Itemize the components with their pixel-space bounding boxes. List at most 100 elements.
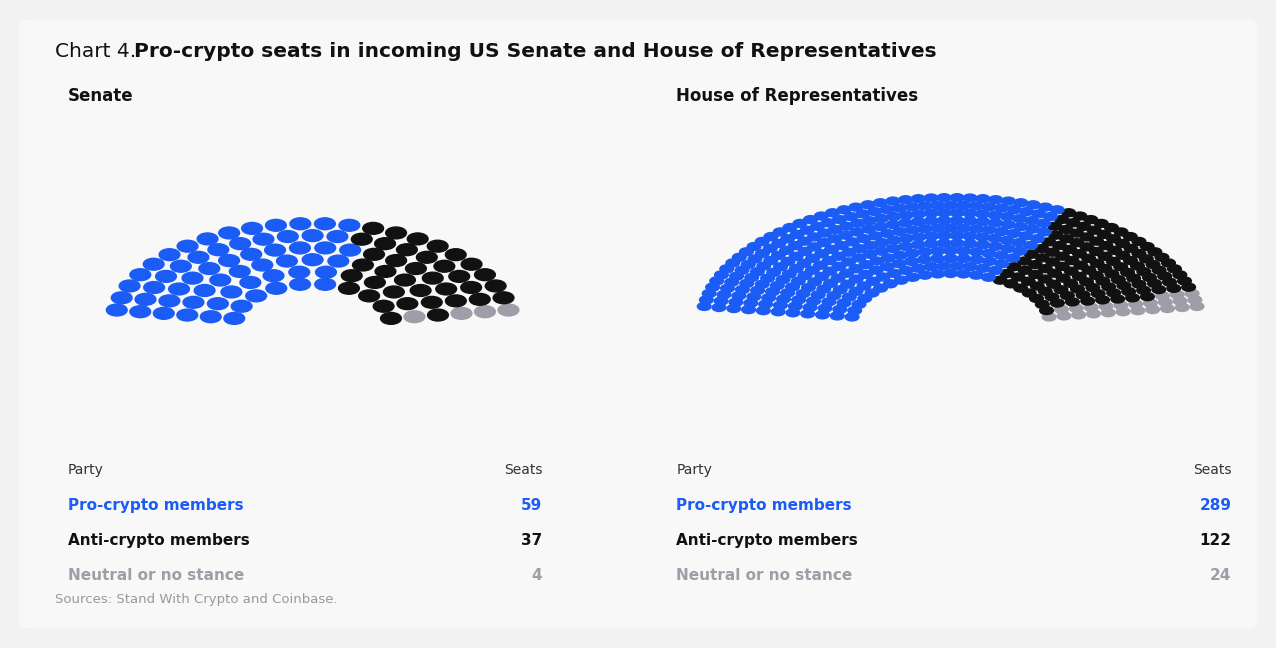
Ellipse shape bbox=[833, 305, 847, 314]
Ellipse shape bbox=[1031, 235, 1044, 242]
Ellipse shape bbox=[730, 272, 744, 280]
Ellipse shape bbox=[911, 264, 925, 272]
Ellipse shape bbox=[865, 289, 879, 297]
Ellipse shape bbox=[1018, 266, 1032, 274]
Ellipse shape bbox=[1000, 213, 1014, 220]
Ellipse shape bbox=[852, 254, 866, 262]
Ellipse shape bbox=[763, 244, 777, 252]
Ellipse shape bbox=[790, 264, 803, 272]
Ellipse shape bbox=[111, 292, 133, 304]
Ellipse shape bbox=[1039, 203, 1053, 211]
Ellipse shape bbox=[1182, 283, 1196, 291]
Ellipse shape bbox=[852, 300, 866, 308]
Ellipse shape bbox=[806, 297, 820, 305]
Ellipse shape bbox=[822, 298, 836, 306]
Ellipse shape bbox=[1166, 284, 1180, 292]
Ellipse shape bbox=[898, 242, 912, 250]
Ellipse shape bbox=[729, 298, 743, 306]
Ellipse shape bbox=[1116, 251, 1129, 259]
Ellipse shape bbox=[957, 224, 970, 232]
Ellipse shape bbox=[842, 248, 856, 256]
Ellipse shape bbox=[715, 271, 729, 279]
Ellipse shape bbox=[1137, 286, 1151, 294]
Text: 122: 122 bbox=[1199, 533, 1231, 548]
Ellipse shape bbox=[748, 242, 760, 251]
Ellipse shape bbox=[919, 248, 931, 256]
Ellipse shape bbox=[970, 256, 984, 264]
Ellipse shape bbox=[1099, 264, 1111, 272]
Ellipse shape bbox=[893, 227, 906, 235]
Ellipse shape bbox=[924, 217, 938, 225]
Ellipse shape bbox=[302, 254, 323, 266]
Ellipse shape bbox=[900, 266, 912, 275]
Ellipse shape bbox=[352, 259, 374, 271]
Ellipse shape bbox=[1152, 266, 1166, 274]
Ellipse shape bbox=[815, 249, 828, 258]
Ellipse shape bbox=[911, 241, 925, 249]
Ellipse shape bbox=[963, 209, 976, 217]
Ellipse shape bbox=[780, 246, 794, 255]
Ellipse shape bbox=[1065, 257, 1078, 264]
Ellipse shape bbox=[1045, 293, 1059, 301]
Ellipse shape bbox=[868, 207, 882, 216]
Ellipse shape bbox=[1073, 212, 1087, 220]
Ellipse shape bbox=[1082, 266, 1096, 274]
Ellipse shape bbox=[422, 272, 443, 284]
Ellipse shape bbox=[1173, 297, 1187, 305]
Ellipse shape bbox=[1116, 281, 1131, 290]
Ellipse shape bbox=[912, 210, 925, 218]
Ellipse shape bbox=[850, 228, 864, 236]
Ellipse shape bbox=[1060, 292, 1074, 299]
Ellipse shape bbox=[1083, 216, 1097, 224]
Ellipse shape bbox=[1129, 300, 1142, 308]
Ellipse shape bbox=[1055, 252, 1069, 260]
Ellipse shape bbox=[740, 248, 753, 256]
Ellipse shape bbox=[434, 260, 454, 272]
Ellipse shape bbox=[251, 259, 273, 271]
Ellipse shape bbox=[906, 273, 920, 281]
Ellipse shape bbox=[905, 257, 919, 265]
Ellipse shape bbox=[1025, 216, 1039, 225]
Ellipse shape bbox=[772, 251, 785, 259]
Ellipse shape bbox=[1002, 197, 1016, 205]
Ellipse shape bbox=[1096, 296, 1109, 304]
Ellipse shape bbox=[777, 295, 790, 303]
Ellipse shape bbox=[1039, 275, 1051, 283]
Ellipse shape bbox=[957, 270, 970, 278]
Ellipse shape bbox=[798, 259, 812, 267]
Text: Party: Party bbox=[68, 463, 103, 478]
Ellipse shape bbox=[840, 222, 854, 230]
Ellipse shape bbox=[1082, 255, 1095, 262]
Text: Chart 4.: Chart 4. bbox=[55, 42, 143, 61]
Ellipse shape bbox=[931, 270, 944, 278]
Ellipse shape bbox=[970, 225, 983, 233]
Ellipse shape bbox=[823, 267, 837, 275]
Ellipse shape bbox=[938, 239, 951, 247]
Ellipse shape bbox=[886, 197, 900, 205]
Ellipse shape bbox=[1069, 305, 1083, 312]
Ellipse shape bbox=[995, 260, 1009, 268]
Ellipse shape bbox=[976, 241, 990, 249]
Ellipse shape bbox=[748, 255, 762, 263]
Ellipse shape bbox=[1002, 244, 1014, 253]
Ellipse shape bbox=[832, 216, 846, 224]
Ellipse shape bbox=[264, 244, 286, 256]
Ellipse shape bbox=[1132, 249, 1146, 257]
Ellipse shape bbox=[1114, 228, 1128, 236]
Ellipse shape bbox=[1096, 277, 1110, 285]
Ellipse shape bbox=[445, 249, 466, 260]
Ellipse shape bbox=[1097, 231, 1111, 238]
Ellipse shape bbox=[944, 224, 957, 232]
Ellipse shape bbox=[106, 304, 128, 316]
Text: Pro-crypto members: Pro-crypto members bbox=[68, 498, 244, 513]
Ellipse shape bbox=[744, 299, 758, 307]
Ellipse shape bbox=[1062, 209, 1076, 216]
Ellipse shape bbox=[938, 216, 951, 224]
Ellipse shape bbox=[1155, 253, 1169, 261]
Ellipse shape bbox=[995, 204, 1008, 212]
Ellipse shape bbox=[240, 277, 260, 288]
Ellipse shape bbox=[1046, 258, 1059, 266]
Ellipse shape bbox=[288, 266, 310, 278]
Ellipse shape bbox=[857, 235, 870, 242]
Ellipse shape bbox=[786, 283, 799, 291]
